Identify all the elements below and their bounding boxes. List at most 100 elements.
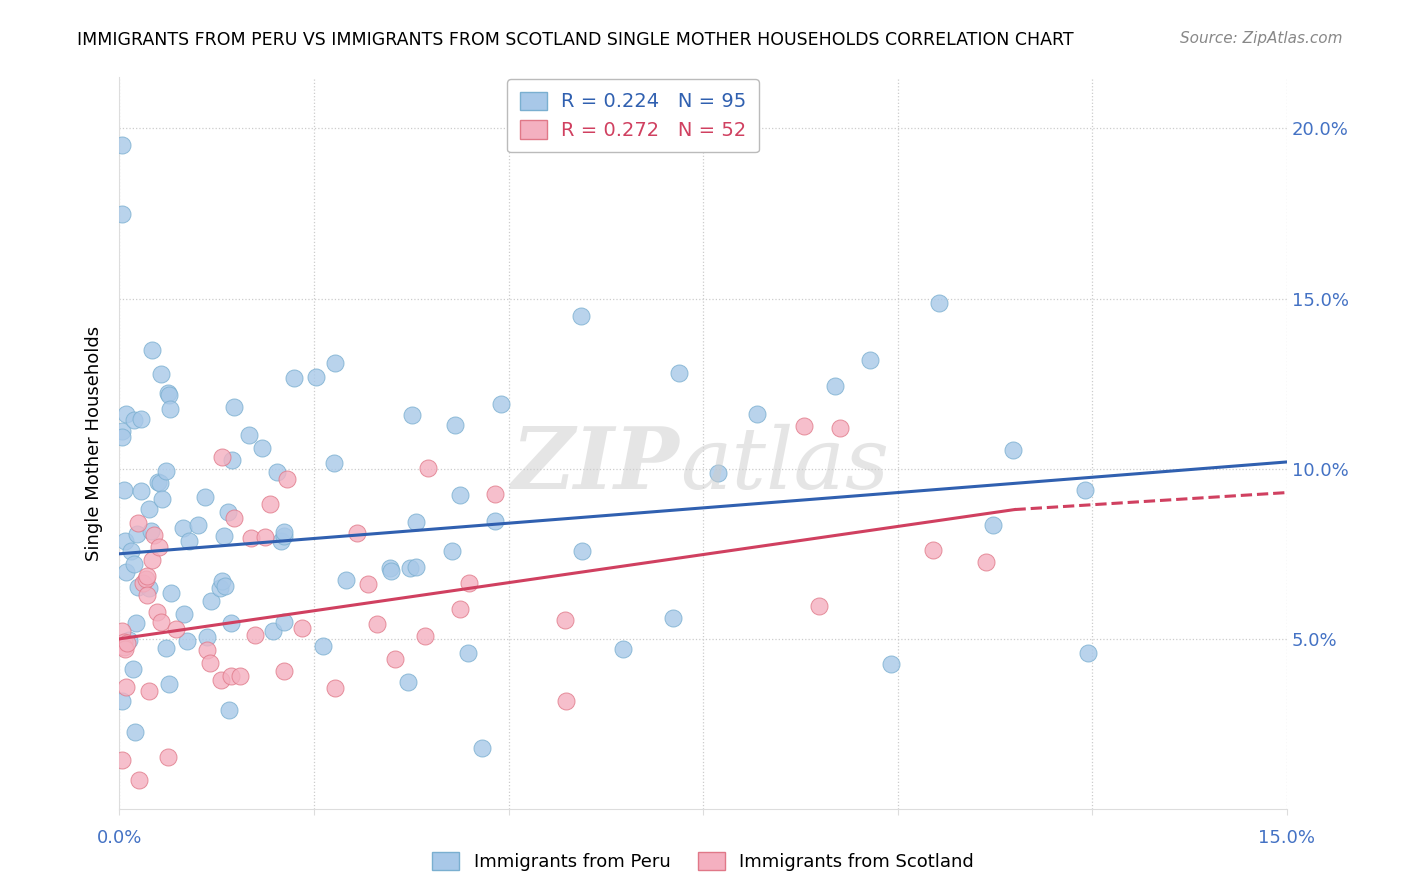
Point (122, 557, 145, 571)
Text: ZIP: ZIP (512, 424, 679, 507)
Point (569, 309, 592, 323)
Point (229, 669, 252, 683)
Point (218, 703, 240, 717)
Point (405, 560, 427, 574)
Point (323, 356, 346, 370)
Point (238, 427, 260, 442)
Point (259, 497, 281, 511)
Point (129, 484, 152, 499)
Point (110, 694, 132, 708)
Point (384, 652, 406, 666)
Point (555, 694, 578, 708)
Point (114, 565, 136, 579)
Point (145, 605, 167, 619)
Text: 0.0%: 0.0% (97, 829, 142, 847)
Point (928, 295, 950, 310)
Point (662, 611, 685, 625)
Point (222, 401, 245, 415)
Point (211, 673, 233, 688)
Point (110, 206, 132, 220)
Point (112, 640, 135, 655)
Point (484, 487, 506, 501)
Point (112, 483, 135, 497)
Point (110, 424, 132, 438)
Point (150, 492, 173, 507)
Text: IMMIGRANTS FROM PERU VS IMMIGRANTS FROM SCOTLAND SINGLE MOTHER HOUSEHOLDS CORREL: IMMIGRANTS FROM PERU VS IMMIGRANTS FROM … (77, 31, 1074, 49)
Text: Source: ZipAtlas.com: Source: ZipAtlas.com (1180, 31, 1343, 46)
Point (114, 407, 136, 421)
Point (824, 379, 846, 393)
Point (159, 402, 181, 417)
Point (127, 580, 149, 594)
Point (323, 681, 346, 696)
Point (974, 555, 997, 569)
Point (148, 475, 170, 490)
Point (142, 527, 165, 541)
Point (111, 138, 134, 153)
Text: 15.0%: 15.0% (1258, 829, 1316, 847)
Point (253, 530, 276, 544)
Point (132, 575, 155, 590)
Point (413, 629, 436, 643)
Point (141, 343, 163, 357)
Point (571, 543, 593, 558)
Y-axis label: Single Mother Households: Single Mother Households (86, 326, 103, 561)
Point (212, 528, 235, 542)
Point (405, 515, 427, 529)
Point (245, 628, 267, 642)
Point (489, 397, 512, 411)
Point (122, 413, 145, 427)
Point (323, 456, 346, 470)
Point (859, 353, 882, 368)
Text: atlas: atlas (679, 424, 889, 507)
Point (211, 450, 233, 464)
Point (922, 542, 945, 557)
Point (457, 646, 479, 660)
Point (155, 464, 177, 478)
Point (114, 533, 136, 548)
Point (115, 681, 138, 695)
Point (194, 490, 217, 504)
Point (793, 419, 815, 434)
Point (110, 624, 132, 639)
Point (127, 527, 149, 541)
Point (122, 661, 145, 675)
Point (745, 407, 768, 421)
Point (157, 676, 180, 690)
Point (211, 574, 233, 589)
Point (148, 541, 170, 555)
Point (214, 579, 236, 593)
Point (366, 616, 388, 631)
Point (828, 420, 851, 434)
Point (135, 573, 157, 587)
Point (262, 624, 284, 639)
Point (112, 634, 135, 648)
Point (149, 476, 172, 491)
Point (217, 505, 239, 519)
Point (283, 371, 305, 385)
Point (416, 460, 439, 475)
Point (141, 553, 163, 567)
Point (266, 465, 288, 479)
Point (981, 517, 1004, 532)
Point (155, 640, 177, 655)
Point (612, 641, 634, 656)
Point (172, 521, 194, 535)
Point (197, 642, 219, 657)
Point (273, 615, 295, 629)
Point (449, 488, 471, 502)
Point (401, 408, 423, 422)
Point (149, 367, 172, 381)
Point (111, 430, 134, 444)
Point (165, 622, 187, 636)
Point (304, 369, 326, 384)
Point (138, 684, 160, 698)
Point (356, 577, 378, 591)
Point (1074, 483, 1097, 497)
Point (396, 675, 419, 690)
Point (156, 750, 179, 764)
Point (186, 517, 208, 532)
Point (270, 534, 292, 549)
Point (176, 634, 198, 648)
Legend: R = 0.224   N = 95, R = 0.272   N = 52: R = 0.224 N = 95, R = 0.272 N = 52 (508, 79, 759, 153)
